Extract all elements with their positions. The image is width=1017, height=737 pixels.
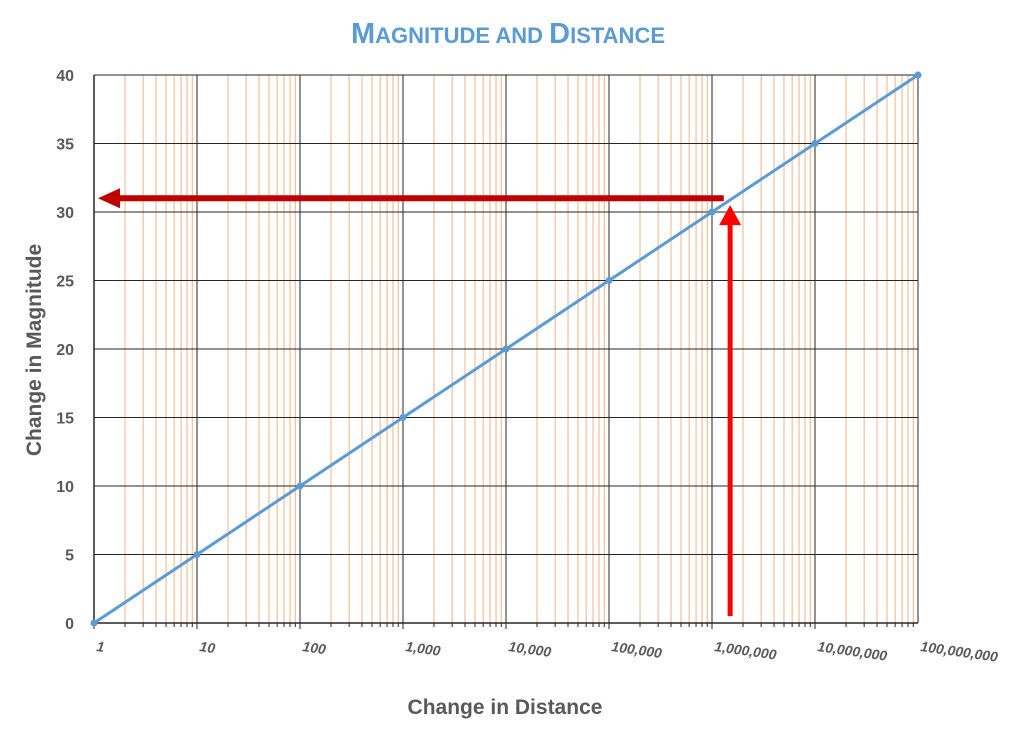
x-tick-label: 100,000 [611,638,664,661]
y-tick-label: 30 [56,205,74,222]
data-point [296,482,304,490]
y-tick-label: 20 [56,342,74,359]
chart-title-part-3: ISTANCE [570,23,665,48]
x-tick-label: 1 [96,638,106,655]
data-point [193,551,201,558]
data-point [399,414,407,421]
x-tick-label: 1,000,000 [714,638,778,663]
x-tick-label: 10 [199,638,217,656]
chart-title: MAGNITUDE AND DISTANCE [351,18,665,50]
x-tick-label: 100,000,000 [920,638,1000,665]
horizontal-arrow-head [98,188,120,209]
data-point [914,71,922,79]
y-tick-label: 10 [56,479,74,496]
data-point [90,619,98,627]
series-group [90,71,922,627]
data-point [708,208,716,216]
data-point [502,345,510,353]
x-tick-labels: 1 10 100 1,000 10,000 100,000 1,000,000 10,000,… [96,638,1000,665]
x-tick-label: 10,000 [508,638,553,660]
chart-title-part-2: D [549,18,570,50]
data-point [811,140,819,147]
y-tick-label: 15 [56,411,74,428]
axes [93,75,918,629]
x-tick-label: 10,000,000 [817,638,889,664]
y-axis-label: Change in Magnitude [23,244,46,456]
y-tick-label: 25 [56,274,74,291]
vertical-arrow-head [719,205,742,226]
x-axis-label: Change in Distance [408,696,603,719]
x-tick-label: 1,000 [405,638,442,659]
y-tick-label: 35 [56,137,74,154]
x-tick-label: 100 [302,638,328,657]
chart-title-part-1: AGNITUDE AND [375,23,549,48]
y-tick-labels: 0 5 10 15 20 25 30 35 40 [56,68,74,633]
chart-title-part-0: M [351,18,375,50]
y-tick-label: 40 [56,68,74,85]
annotation-arrows [98,188,742,617]
y-tick-label: 0 [65,616,74,633]
data-point [605,277,613,284]
y-tick-label: 5 [65,548,74,565]
